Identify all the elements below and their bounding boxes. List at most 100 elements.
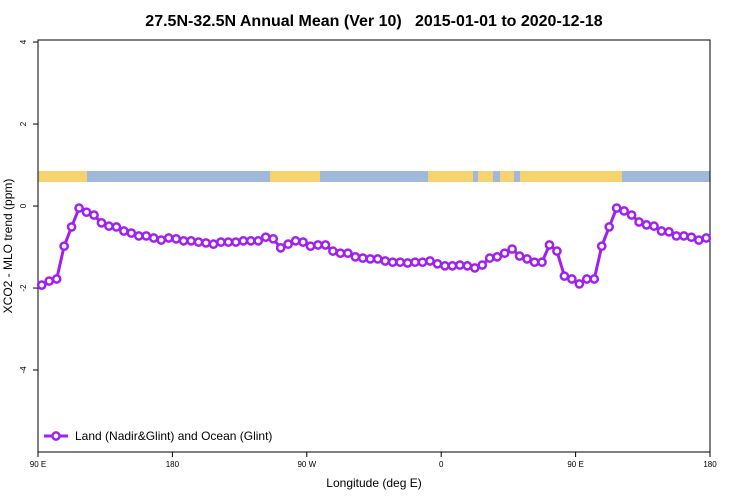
data-point xyxy=(253,236,264,246)
x-tick-label: 180 xyxy=(703,460,717,469)
data-point xyxy=(126,228,137,238)
data-point xyxy=(499,248,510,259)
data-point xyxy=(611,203,622,213)
data-point xyxy=(104,221,114,231)
data-point xyxy=(238,236,249,246)
data-point xyxy=(283,239,293,250)
data-point xyxy=(402,258,413,268)
data-point xyxy=(477,260,488,270)
data-point xyxy=(89,210,99,220)
data-point xyxy=(275,242,286,253)
data-point xyxy=(455,260,465,270)
data-point xyxy=(417,257,428,268)
x-tick-label: 180 xyxy=(166,460,180,469)
data-point xyxy=(440,261,450,271)
y-axis-label: XCO2 - MLO trend (ppm) xyxy=(1,179,15,314)
y-tick-label: 2 xyxy=(19,121,28,126)
data-point xyxy=(148,233,159,243)
land xyxy=(38,171,87,182)
data-point xyxy=(357,253,368,263)
data-point xyxy=(589,274,600,284)
data-point xyxy=(395,257,405,268)
data-point xyxy=(410,257,420,268)
data-point xyxy=(634,217,644,227)
data-point xyxy=(514,251,525,261)
legend-label: Land (Nadir&Glint) and Ocean (Glint) xyxy=(75,429,272,443)
data-point xyxy=(679,231,689,241)
data-point xyxy=(223,237,234,247)
data-point xyxy=(671,231,682,241)
data-point xyxy=(469,263,480,273)
data-point xyxy=(313,240,323,250)
data-point xyxy=(656,226,667,236)
data-point xyxy=(66,222,77,232)
x-tick-label: 0 xyxy=(439,460,444,469)
y-tick-label: -2 xyxy=(19,284,28,292)
x-axis-label: Longitude (deg E) xyxy=(326,476,421,490)
data-point xyxy=(178,236,189,246)
land xyxy=(428,171,473,182)
y-tick-label: 4 xyxy=(19,39,28,44)
data-point xyxy=(492,252,503,262)
data-point xyxy=(133,231,144,241)
plot-frame xyxy=(37,39,711,453)
data-point xyxy=(686,232,697,243)
x-tick-label: 90 E xyxy=(30,460,46,469)
land xyxy=(520,171,622,182)
data-point xyxy=(119,226,129,236)
data-point xyxy=(156,235,167,245)
data-point xyxy=(231,237,241,247)
data-point xyxy=(462,261,473,271)
data-point xyxy=(522,254,532,264)
data-point xyxy=(328,246,338,256)
data-point xyxy=(619,206,629,216)
data-point xyxy=(193,237,204,247)
x-tick-label: 90 E xyxy=(567,460,583,469)
y-tick-label: 0 xyxy=(19,203,28,208)
data-point xyxy=(604,222,615,232)
data-point xyxy=(537,257,547,268)
data-point xyxy=(641,220,652,230)
data-point xyxy=(596,241,607,252)
data-point xyxy=(387,257,398,268)
data-point xyxy=(208,239,219,250)
data-point xyxy=(96,217,107,228)
land-ocean-strip xyxy=(38,171,710,182)
data-point xyxy=(201,238,211,248)
data-point xyxy=(425,256,435,266)
data-point xyxy=(298,237,308,247)
data-point xyxy=(245,236,256,246)
data-point xyxy=(484,253,495,263)
data-point xyxy=(141,231,152,241)
legend-marker xyxy=(51,431,61,441)
land xyxy=(270,171,320,182)
data-point xyxy=(343,248,353,259)
data-point xyxy=(626,210,637,220)
data-point xyxy=(335,248,346,259)
data-point xyxy=(559,271,570,281)
data-point xyxy=(216,237,226,247)
x-tick-label: 90 W xyxy=(297,460,316,469)
data-point xyxy=(74,203,84,213)
data-point xyxy=(693,235,704,245)
data-point xyxy=(81,207,92,218)
data-point xyxy=(447,261,458,271)
chart-title: 27.5N-32.5N Annual Mean (Ver 10) 2015-01… xyxy=(145,13,603,30)
data-point xyxy=(664,227,674,237)
data-point xyxy=(51,274,62,284)
data-point xyxy=(111,222,122,232)
data-point xyxy=(567,274,577,284)
data-point xyxy=(36,280,47,291)
data-point xyxy=(186,236,196,246)
data-point xyxy=(305,241,316,252)
ocean xyxy=(38,171,710,182)
data-point xyxy=(507,244,517,254)
data-point xyxy=(552,246,562,256)
data-point xyxy=(163,233,174,243)
data-point xyxy=(574,279,585,289)
data-point xyxy=(544,240,555,250)
data-point xyxy=(529,257,540,268)
land xyxy=(500,171,514,182)
